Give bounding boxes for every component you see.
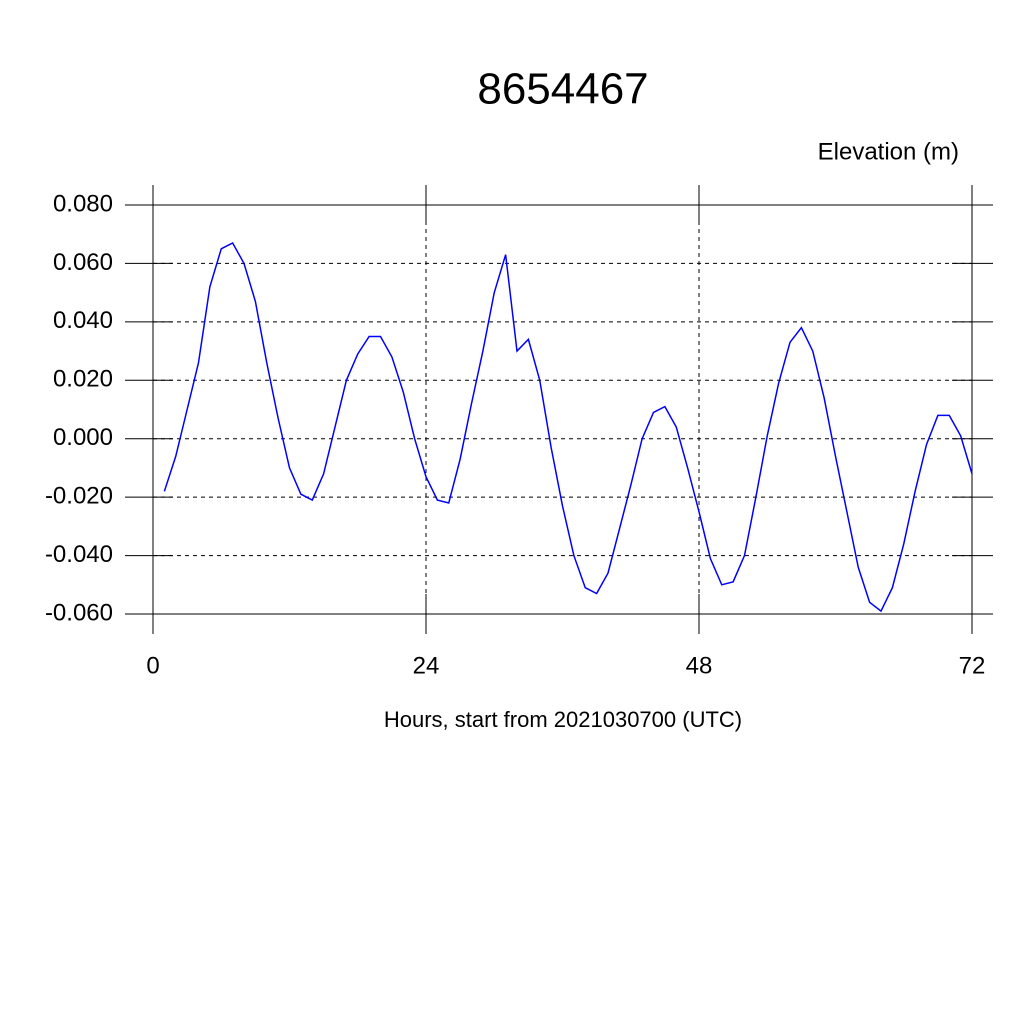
data-line (163, 241, 973, 613)
y-tick-label: -0.060 (45, 599, 113, 626)
y-axis-label: Elevation (m) (818, 138, 959, 165)
y-tick-label: 0.080 (53, 190, 113, 217)
y-tick-label: -0.040 (45, 541, 113, 568)
x-tick-label: 24 (413, 652, 440, 679)
x-tick-label: 48 (686, 652, 713, 679)
x-axis-label: Hours, start from 2021030700 (UTC) (384, 707, 742, 732)
y-tick-label: 0.060 (53, 249, 113, 276)
chart-title: 8654467 (477, 65, 648, 114)
plot-frame (152, 204, 973, 615)
x-tick-label: 0 (146, 652, 159, 679)
x-tick-label: 72 (959, 652, 986, 679)
y-tick-label: 0.020 (53, 366, 113, 393)
y-tick-label: -0.020 (45, 482, 113, 509)
y-tick-label: 0.040 (53, 307, 113, 334)
y-tick-label: 0.000 (53, 424, 113, 451)
